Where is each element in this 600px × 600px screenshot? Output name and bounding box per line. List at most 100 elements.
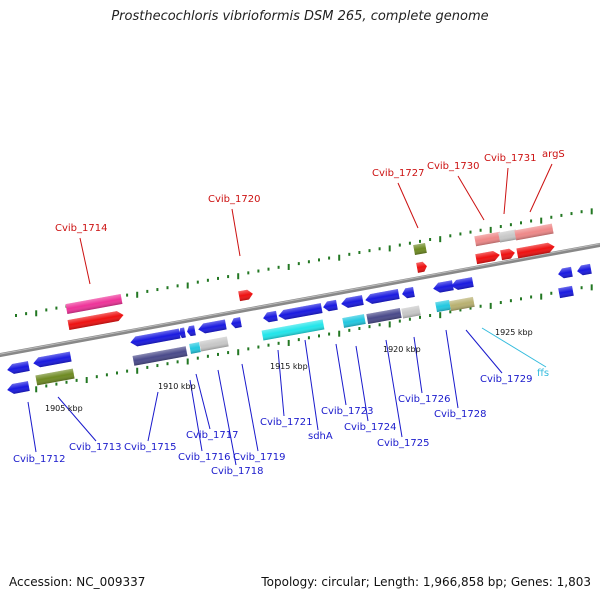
leader-cvib_1712 — [27, 401, 37, 453]
leader-cvib_1730 — [457, 175, 485, 221]
backbone-highlight — [0, 243, 600, 355]
gene-cvib1718b-shade — [199, 336, 229, 352]
gene-label-args: argS — [542, 149, 565, 160]
backbone-line — [0, 242, 600, 358]
gene-features — [7, 223, 592, 394]
gene-cvib1723-shade — [341, 295, 364, 308]
kbp-label: 1910 kbp — [158, 382, 196, 391]
genome-title: Prosthecochloris vibrioformis DSM 265, c… — [111, 9, 489, 24]
gene-cvib1733 — [577, 263, 592, 276]
gene-labels: 1905 kbp 1910 kbp 1915 kbp 1920 kbp 1925 kbp… — [13, 149, 565, 477]
gene-cvib1723b — [342, 314, 366, 328]
gene-cvib1723b-shade — [342, 314, 366, 328]
gene-cvib1720-shade — [238, 289, 253, 302]
gene-label-cvib_1729: Cvib_1729 — [480, 374, 532, 385]
gene-args-b-shade — [514, 223, 554, 241]
gene-cvib1714b-shade — [65, 294, 123, 314]
gene-cvib1717-shade — [187, 325, 196, 337]
leader-cvib_1720 — [231, 208, 241, 257]
leader-cvib_1719 — [241, 363, 259, 452]
gene-cvib1730b — [474, 231, 502, 247]
leader-cvib_1728 — [445, 329, 459, 409]
gene-cvib1729 — [449, 296, 475, 312]
gene-cvib1711-shade — [7, 381, 30, 394]
gene-label-cvib_1714: Cvib_1714 — [55, 223, 107, 234]
gene-cvib1730b-shade — [474, 231, 502, 247]
gene-args — [516, 242, 555, 259]
gene-cvib1725b — [401, 305, 421, 319]
gene-cvib1734 — [558, 285, 574, 299]
gene-cvib1728b — [435, 299, 451, 313]
gene-cvib1727-shade — [413, 242, 427, 256]
gene-cvib1718b — [199, 336, 229, 352]
kbp-label: 1925 kbp — [495, 328, 533, 337]
gene-sdha-shade — [261, 319, 325, 341]
accession-text: Accession: NC_009337 — [9, 575, 146, 589]
gene-cvib1724 — [365, 289, 400, 304]
gene-cvib1723 — [341, 295, 364, 308]
gene-cvib1721a-shade — [263, 310, 278, 323]
gene-label-cvib_1724: Cvib_1724 — [344, 422, 396, 433]
gene-label-cvib_1725: Cvib_1725 — [377, 438, 429, 449]
gene-cvib1728b-shade — [435, 299, 451, 313]
gene-cvib1712-shade — [7, 361, 30, 374]
leader-cvib_1713 — [57, 396, 97, 442]
leader-cvib_1721 — [277, 349, 285, 417]
gene-label-cvib_1730: Cvib_1730 — [427, 161, 479, 172]
gene-label-cvib_1727: Cvib_1727 — [372, 168, 424, 179]
gene-cvib1734-shade — [558, 285, 574, 299]
gene-cvib1727b — [416, 261, 427, 273]
gene-cvib1721 — [278, 303, 323, 320]
scale-ticks — [15, 208, 593, 393]
gene-label-cvib_1719: Cvib_1719 — [233, 452, 285, 463]
gene-label-cvib_1713: Cvib_1713 — [69, 442, 121, 453]
gene-cvib1722-shade — [323, 299, 338, 312]
leader-cvib_1729 — [465, 329, 503, 374]
gene-cvib1711 — [7, 381, 30, 394]
gene-cvib1729-shade — [449, 296, 475, 312]
gene-cvib1721-shade — [278, 303, 323, 320]
gene-cvib1731b-shade — [498, 229, 518, 243]
gene-cvib1715 — [130, 328, 181, 347]
gene-label-sdha: sdhA — [308, 431, 333, 442]
gene-label-cvib_1721: Cvib_1721 — [260, 417, 312, 428]
gene-label-cvib_1716: Cvib_1716 — [178, 452, 230, 463]
kbp-label: 1915 kbp — [270, 362, 308, 371]
gene-cvib1724-shade — [365, 289, 400, 304]
leader-cvib_1731 — [503, 167, 509, 215]
gene-cvib1718 — [198, 319, 227, 334]
gene-cvib1717b-shade — [189, 342, 201, 354]
gene-sdha — [261, 319, 325, 341]
gene-cvib1725-shade — [402, 286, 415, 299]
gene-label-cvib_1726: Cvib_1726 — [398, 394, 450, 405]
leader-cvib_1724 — [355, 345, 369, 422]
gene-label-cvib_1731: Cvib_1731 — [484, 153, 536, 164]
gene-cvib1726-shade — [433, 280, 454, 293]
gene-cvib1715b — [132, 346, 188, 366]
gene-cvib1722 — [323, 299, 338, 312]
leader-cvib_1714 — [79, 237, 91, 285]
gene-cvib1725b-shade — [401, 305, 421, 319]
gene-cvib1712 — [7, 361, 30, 374]
leader-cvib_1717 — [195, 373, 211, 430]
gene-cvib1714-shade — [67, 311, 124, 330]
gene-cvib1728-shade — [451, 277, 474, 290]
leader-args — [529, 163, 553, 213]
leader-ffs — [481, 327, 547, 368]
gene-cvib1713-shade — [35, 368, 75, 386]
gene-cvib1715b-shade — [132, 346, 188, 366]
gene-label-cvib_1715: Cvib_1715 — [124, 442, 176, 453]
kbp-label: 1920 kbp — [383, 345, 421, 354]
gene-cvib1726 — [433, 280, 454, 293]
gene-label-cvib_1712: Cvib_1712 — [13, 454, 65, 465]
gene-cvib1727 — [413, 242, 427, 256]
gene-cvib1731 — [500, 248, 515, 261]
gene-label-ffs: ffs — [537, 368, 549, 379]
leader-sdha — [304, 339, 319, 431]
gene-args-b — [514, 223, 554, 241]
gene-cvib1717b — [189, 342, 201, 354]
gene-args-shade — [516, 242, 555, 259]
gene-cvib1732-shade — [558, 266, 573, 279]
gene-cvib1730 — [475, 250, 500, 265]
